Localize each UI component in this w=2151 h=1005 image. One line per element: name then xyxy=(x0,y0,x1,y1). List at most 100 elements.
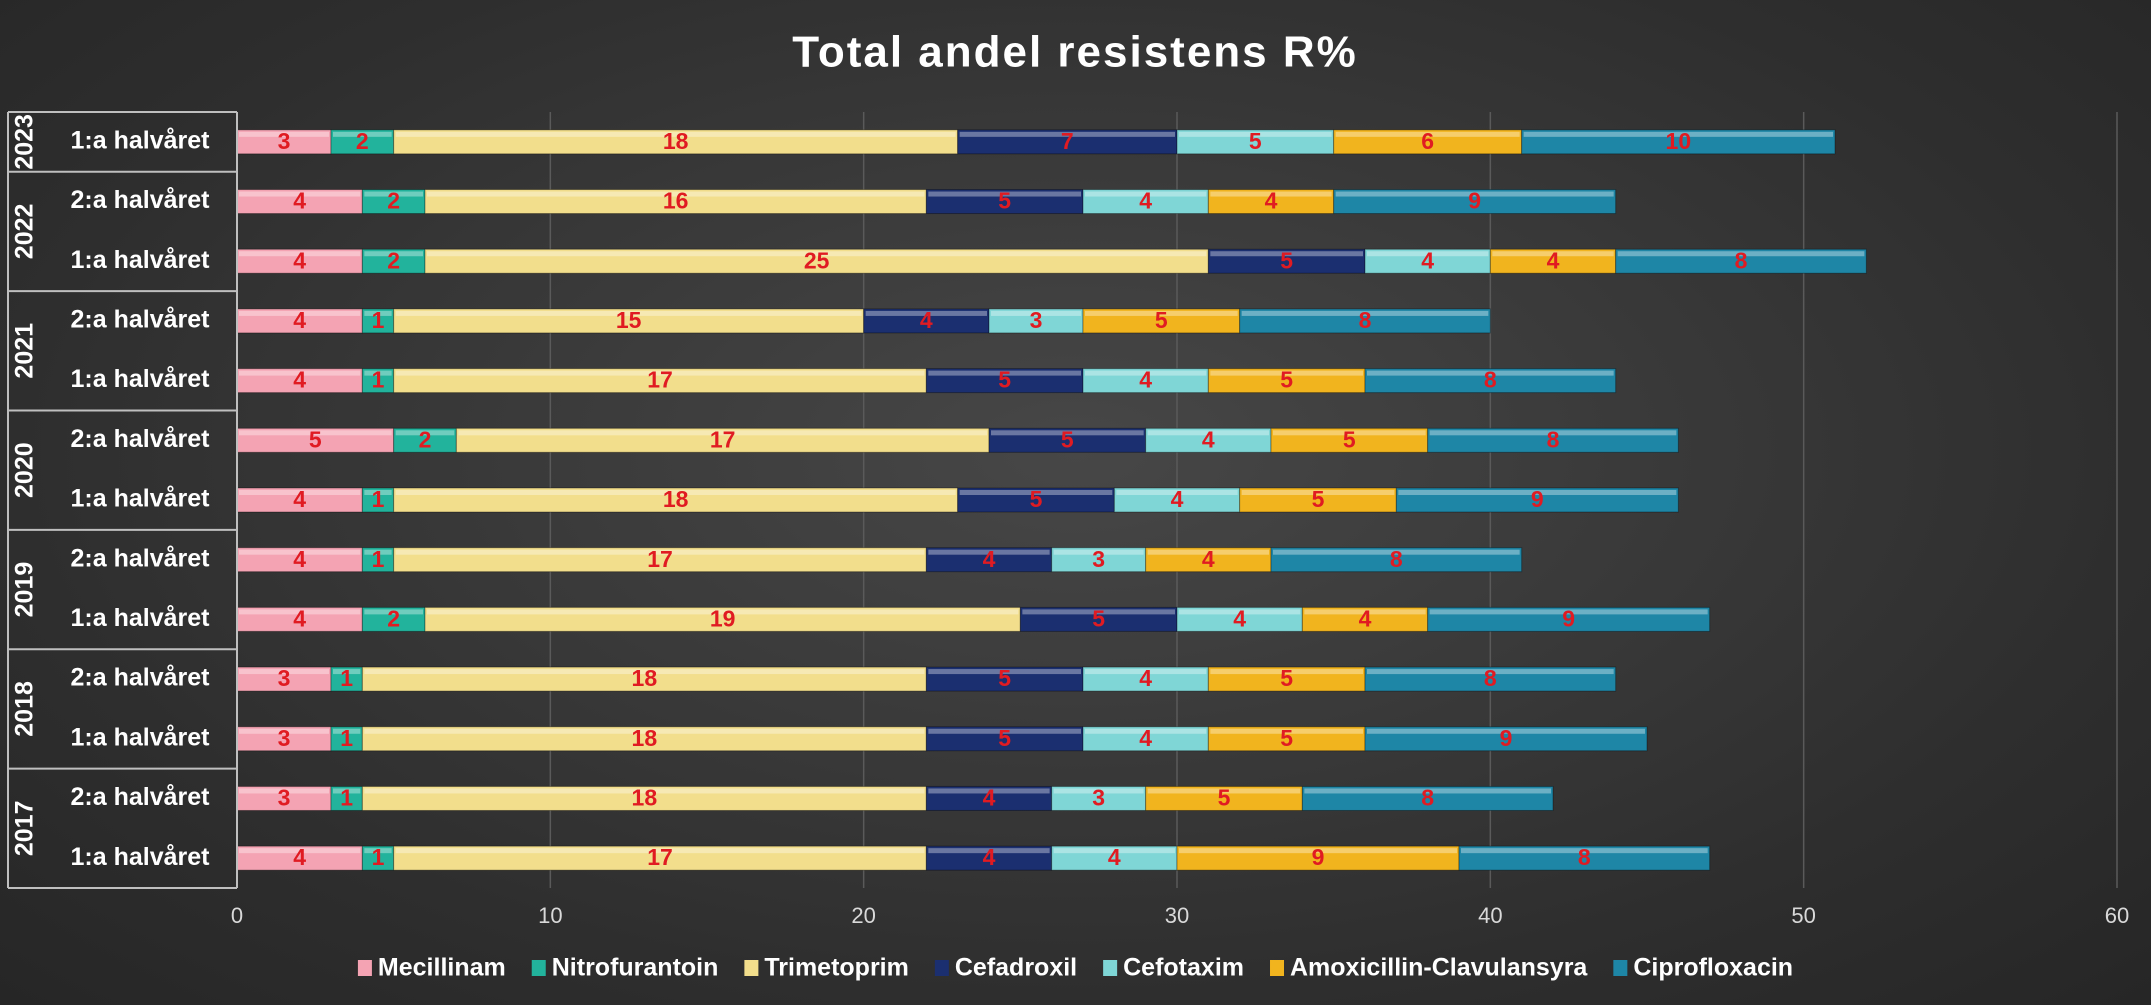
bar-segment xyxy=(1364,368,1617,394)
bar-segment xyxy=(361,666,927,692)
bar-highlight xyxy=(1304,609,1426,615)
legend-label: Amoxicillin-Clavulansyra xyxy=(1290,954,1588,982)
data-label: 9 xyxy=(1500,725,1513,751)
bar-highlight xyxy=(1335,131,1520,137)
bar-segment xyxy=(424,606,1021,632)
data-label: 15 xyxy=(616,307,642,333)
bar-highlight xyxy=(333,669,361,675)
bar-highlight xyxy=(1367,669,1614,675)
bar-highlight xyxy=(1210,251,1363,257)
bar-highlight xyxy=(395,490,956,495)
x-tick-label: 40 xyxy=(1478,903,1502,928)
bar-segment xyxy=(1270,547,1523,573)
data-label: 17 xyxy=(647,546,673,572)
bar-segment xyxy=(393,487,959,513)
x-tick-label: 50 xyxy=(1791,903,1815,928)
bar-highlight xyxy=(1492,251,1614,257)
bar-highlight xyxy=(364,788,925,794)
bar-highlight xyxy=(395,370,925,376)
bar-segment xyxy=(1364,248,1491,274)
bar-highlight xyxy=(1147,430,1269,436)
bar-highlight xyxy=(865,310,987,316)
bar-segment xyxy=(1301,606,1429,632)
data-label: 4 xyxy=(1139,725,1152,751)
data-label: 4 xyxy=(983,546,996,572)
bar-segment xyxy=(236,487,363,513)
category-label: 1:a halvåret xyxy=(71,126,211,154)
data-label: 5 xyxy=(998,188,1011,214)
bar-segment xyxy=(1521,129,1836,155)
data-label: 5 xyxy=(998,725,1011,751)
bar-segment xyxy=(1239,487,1397,513)
bar-segment xyxy=(1395,487,1679,513)
bar-segment xyxy=(361,547,395,573)
bar-highlight xyxy=(239,669,329,675)
bar-highlight xyxy=(395,549,925,555)
group-label: 2017 xyxy=(11,800,39,856)
bar-highlight xyxy=(991,430,1144,436)
bar-segment xyxy=(236,845,363,871)
bar-segment xyxy=(925,845,1053,871)
bar-highlight xyxy=(1147,788,1301,794)
x-tick-label: 0 xyxy=(231,903,243,928)
bar-highlight xyxy=(239,430,392,436)
bar-highlight xyxy=(928,669,1081,675)
bar-highlight xyxy=(1461,848,1708,854)
data-label: 6 xyxy=(1421,128,1434,154)
data-label: 4 xyxy=(1421,247,1434,273)
bar-segment xyxy=(393,129,959,155)
data-label: 5 xyxy=(1218,785,1231,811)
category-label: 2:a halvåret xyxy=(71,186,211,214)
bar-segment xyxy=(1176,606,1303,632)
data-label: 8 xyxy=(1484,665,1497,691)
data-label: 2 xyxy=(387,188,400,214)
bar-highlight xyxy=(1210,669,1363,675)
category-label: 2:a halvåret xyxy=(71,306,211,334)
bar-highlight xyxy=(928,191,1081,197)
bar-highlight xyxy=(1367,728,1645,734)
bar-segment xyxy=(236,248,363,274)
bar-segment xyxy=(455,427,990,453)
bar-highlight xyxy=(928,728,1081,734)
bar-highlight xyxy=(333,728,361,734)
bar-segment xyxy=(1207,726,1366,752)
legend-label: Cefotaxim xyxy=(1123,954,1244,982)
data-label: 5 xyxy=(1280,725,1293,751)
data-label: 9 xyxy=(1531,486,1544,512)
bar-segment xyxy=(1176,129,1335,155)
data-label: 17 xyxy=(710,426,736,452)
x-tick-label: 20 xyxy=(851,903,875,928)
bar-highlight xyxy=(239,191,361,197)
bar-highlight xyxy=(991,310,1081,316)
bar-segment xyxy=(1082,189,1209,215)
data-label: 8 xyxy=(1547,426,1560,452)
bar-segment xyxy=(361,606,426,632)
data-label: 5 xyxy=(1155,307,1168,333)
bar-highlight xyxy=(1179,609,1301,615)
bar-segment xyxy=(1333,189,1617,215)
legend-swatch xyxy=(1613,960,1628,976)
bar-highlight xyxy=(1085,728,1207,734)
legend-swatch xyxy=(744,960,759,976)
bar-highlight xyxy=(1210,370,1363,376)
bar-segment xyxy=(925,666,1084,692)
bar-highlight xyxy=(1429,430,1677,436)
data-label: 4 xyxy=(1233,605,1246,631)
bar-segment xyxy=(236,189,363,215)
category-label: 2:a halvåret xyxy=(71,664,211,692)
bar-segment xyxy=(1082,308,1241,334)
data-label: 2 xyxy=(387,605,400,631)
legend-label: Mecillinam xyxy=(378,954,506,982)
bar-segment xyxy=(988,427,1147,453)
bar-highlight xyxy=(1335,191,1614,197)
bar-highlight xyxy=(1022,609,1175,615)
bar-segment xyxy=(424,248,1209,274)
bar-segment xyxy=(1051,845,1178,871)
data-label: 18 xyxy=(663,486,689,512)
bar-highlight xyxy=(239,370,361,376)
bar-highlight xyxy=(458,430,987,436)
data-label: 4 xyxy=(1547,247,1560,273)
bar-highlight xyxy=(239,728,329,734)
data-label: 1 xyxy=(372,844,385,870)
